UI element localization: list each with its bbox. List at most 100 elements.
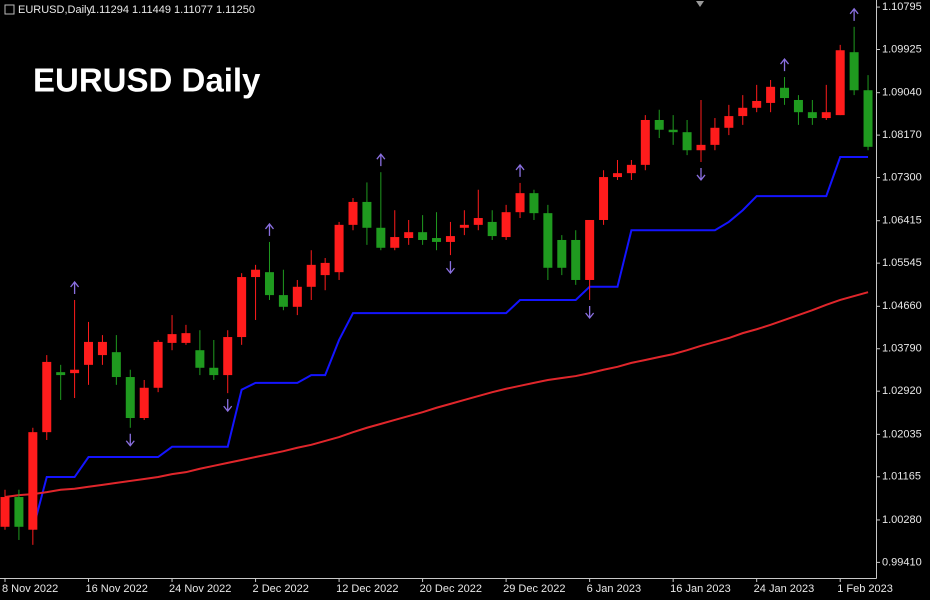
candle-body — [292, 286, 302, 307]
x-tick-label: 6 Jan 2023 — [587, 583, 641, 595]
y-tick-label: 0.99410 — [882, 556, 922, 568]
shift-marker — [696, 1, 704, 7]
candle-body — [501, 212, 511, 238]
candle-body — [390, 237, 400, 248]
x-tick-label: 1 Feb 2023 — [837, 583, 893, 595]
candle-body — [863, 90, 873, 147]
candle-body — [571, 239, 581, 280]
candle-body — [710, 127, 720, 145]
y-tick-label: 1.05545 — [882, 257, 922, 269]
candle-body — [376, 227, 386, 248]
candle-body — [97, 341, 107, 356]
y-tick-label: 1.01165 — [882, 471, 921, 483]
candle-body — [223, 337, 233, 376]
indicator-line — [31, 156, 869, 530]
candle-body — [28, 432, 38, 530]
candle-body — [153, 341, 163, 388]
candle-body — [752, 100, 762, 108]
candle-body — [195, 350, 205, 368]
candle-body — [14, 497, 24, 527]
candle-body — [306, 264, 316, 287]
x-tick-label: 12 Dec 2022 — [336, 583, 398, 595]
indicator-line — [4, 291, 869, 499]
candle-body — [807, 112, 817, 119]
fractal-down — [696, 167, 706, 181]
fractal-down — [223, 399, 233, 413]
x-tick-label: 20 Dec 2022 — [420, 583, 482, 595]
candle-body — [348, 201, 358, 225]
x-tick-label: 24 Jan 2023 — [754, 583, 815, 595]
fractal-up — [515, 163, 525, 177]
y-tick-label: 1.08170 — [882, 129, 922, 141]
fractal-up — [780, 58, 790, 72]
candle-body — [418, 232, 428, 240]
x-tick-label: 8 Nov 2022 — [2, 583, 58, 595]
candle-body — [780, 87, 790, 99]
candle-body — [139, 387, 149, 419]
candle-body — [70, 369, 80, 374]
candle-body — [654, 119, 664, 130]
fractal-down — [125, 433, 135, 447]
candle-body — [682, 132, 692, 151]
fractal-down — [445, 261, 455, 275]
candle-body — [640, 119, 650, 165]
x-tick-label: 16 Nov 2022 — [86, 583, 148, 595]
x-tick-label: 16 Jan 2023 — [670, 583, 731, 595]
candle-body — [111, 352, 121, 378]
candle-body — [125, 377, 135, 419]
x-tick-label: 24 Nov 2022 — [169, 583, 231, 595]
fractal-up — [376, 153, 386, 167]
x-tick-label: 2 Dec 2022 — [253, 583, 309, 595]
candle-body — [56, 372, 66, 376]
candle-body — [181, 333, 191, 343]
candle-body — [766, 86, 776, 103]
y-tick-label: 1.09040 — [882, 87, 922, 99]
candle-body — [821, 112, 831, 119]
candle-body — [84, 341, 94, 365]
candle-body — [0, 497, 10, 527]
candle-body — [599, 177, 609, 220]
candle-body — [724, 116, 734, 128]
y-tick-label: 1.07300 — [882, 171, 922, 183]
fractal-up — [849, 7, 859, 21]
candle-body — [209, 367, 219, 376]
candle-body — [473, 218, 483, 225]
chart-title: EURUSD Daily — [33, 62, 261, 99]
candle-body — [264, 272, 274, 296]
candle-body — [612, 173, 622, 178]
candle-body — [515, 193, 525, 213]
candle-body — [543, 213, 553, 268]
y-tick-label: 1.09925 — [882, 43, 922, 55]
fractal-up — [70, 280, 80, 294]
y-tick-label: 1.00280 — [882, 514, 922, 526]
candle-body — [738, 107, 748, 117]
fractal-up — [264, 222, 274, 236]
candle-body — [793, 99, 803, 113]
x-tick-label: 29 Dec 2022 — [503, 583, 565, 595]
candle-body — [445, 236, 455, 242]
candle-body — [251, 269, 261, 278]
fractal-down — [585, 305, 595, 320]
candle-body — [432, 238, 442, 242]
candle-body — [362, 201, 372, 228]
candle-body — [585, 219, 595, 280]
candle-body — [849, 52, 859, 91]
candle-body — [278, 295, 288, 307]
candle-body — [320, 262, 330, 276]
symbol-icon — [4, 4, 15, 15]
candle-body — [529, 193, 539, 214]
candle-body — [626, 164, 636, 174]
candle-body — [334, 224, 344, 273]
candle-body — [487, 221, 497, 237]
candle-body — [167, 334, 177, 343]
quote-label: 1.11294 1.11449 1.11077 1.11250 — [90, 4, 255, 16]
symbol-label: EURUSD,Daily — [18, 4, 92, 16]
y-tick-label: 1.04660 — [882, 300, 922, 312]
y-tick-label: 1.10795 — [882, 1, 922, 13]
y-tick-label: 1.02035 — [882, 428, 922, 440]
candle-body — [668, 129, 678, 133]
y-tick-label: 1.06415 — [882, 215, 922, 227]
candle-body — [42, 361, 52, 433]
